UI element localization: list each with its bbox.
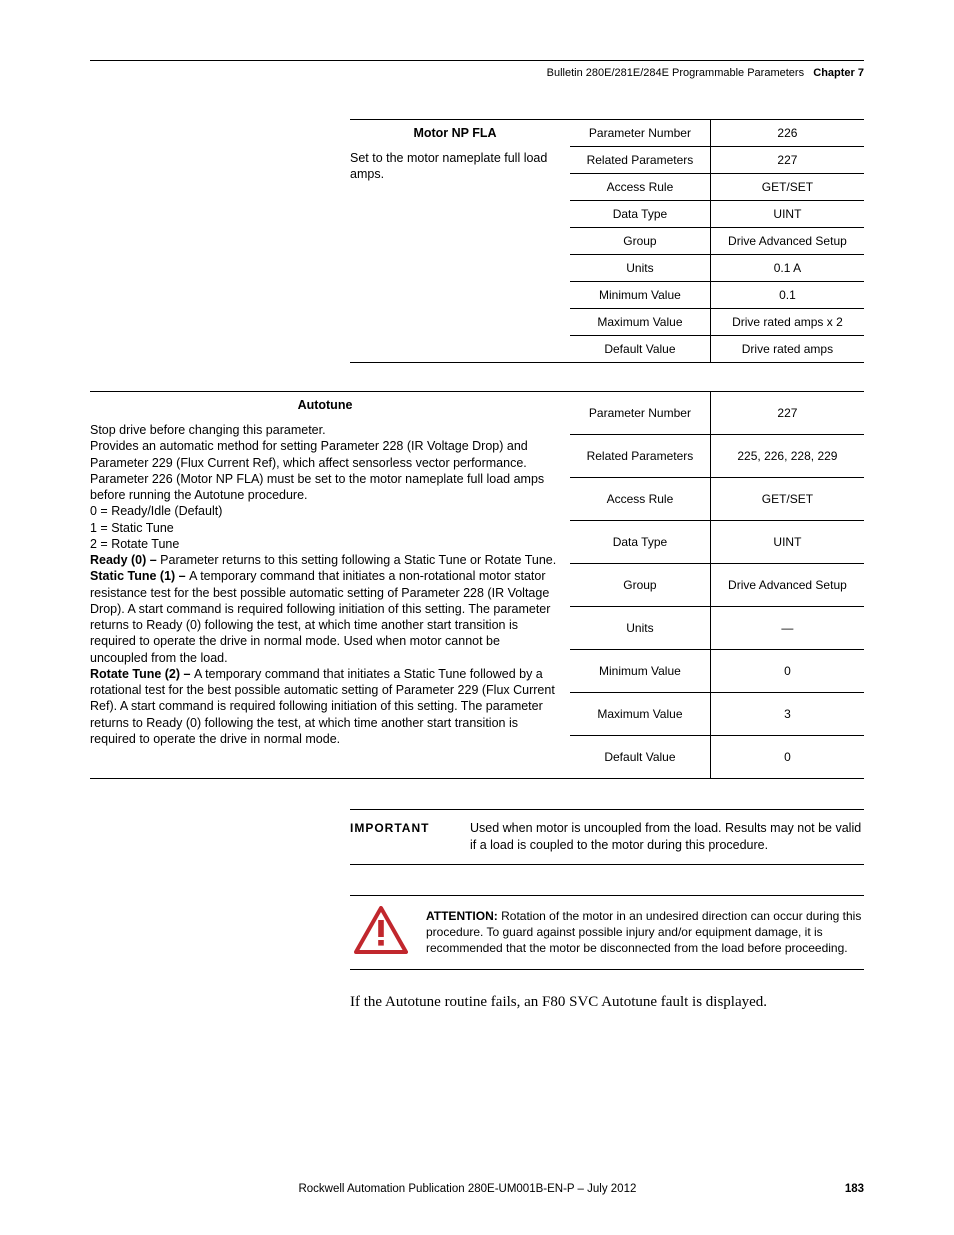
p2-l1: Stop drive before changing this paramete… <box>90 423 326 437</box>
table-row: Related Parameters225, 226, 228, 229 <box>570 435 864 478</box>
param-attr-label: Group <box>570 564 710 607</box>
param-attr-label: Minimum Value <box>570 282 710 309</box>
param-attr-label: Parameter Number <box>570 392 710 435</box>
param-attr-label: Units <box>570 255 710 282</box>
param1-table: Parameter Number226Related Parameters227… <box>570 119 864 363</box>
table-row: Maximum ValueDrive rated amps x 2 <box>570 309 864 336</box>
warning-triangle-icon <box>354 906 408 959</box>
table-row: Parameter Number227 <box>570 392 864 435</box>
p2-l4: 1 = Static Tune <box>90 521 174 535</box>
param-attr-value: GET/SET <box>710 478 864 521</box>
param-attr-label: Maximum Value <box>570 309 710 336</box>
param-attr-label: Related Parameters <box>570 435 710 478</box>
param-attr-value: 227 <box>710 147 864 174</box>
param-attr-value: 225, 226, 228, 229 <box>710 435 864 478</box>
p2-rotate-b: Rotate Tune (2) – <box>90 667 194 681</box>
param-attr-value: Drive rated amps x 2 <box>710 309 864 336</box>
table-row: Default ValueDrive rated amps <box>570 336 864 363</box>
param-attr-value: GET/SET <box>710 174 864 201</box>
param-attr-label: Default Value <box>570 336 710 363</box>
table-row: GroupDrive Advanced Setup <box>570 228 864 255</box>
table-row: Data TypeUINT <box>570 521 864 564</box>
table-row: GroupDrive Advanced Setup <box>570 564 864 607</box>
param-attr-label: Maximum Value <box>570 693 710 736</box>
param1-title: Motor NP FLA <box>350 120 560 140</box>
param-attr-value: — <box>710 607 864 650</box>
param-attr-label: Access Rule <box>570 174 710 201</box>
p2-l5: 2 = Rotate Tune <box>90 537 179 551</box>
p2-static-t: A temporary command that initiates a non… <box>90 569 550 664</box>
param2-tbody: Parameter Number227Related Parameters225… <box>570 392 864 779</box>
table-row: Related Parameters227 <box>570 147 864 174</box>
p2-ready-b: Ready (0) – <box>90 553 160 567</box>
param-attr-value: 3 <box>710 693 864 736</box>
param2-table: Parameter Number227Related Parameters225… <box>570 391 864 779</box>
param-attr-value: Drive rated amps <box>710 336 864 363</box>
page-header: Bulletin 280E/281E/284E Programmable Par… <box>90 67 864 79</box>
param2-title: Autotune <box>90 392 560 412</box>
param-attr-value: Drive Advanced Setup <box>710 564 864 607</box>
param-attr-label: Data Type <box>570 521 710 564</box>
attention-label: ATTENTION: <box>426 909 501 923</box>
header-breadcrumb: Bulletin 280E/281E/284E Programmable Par… <box>547 67 804 79</box>
param-attr-label: Minimum Value <box>570 650 710 693</box>
p2-static-b: Static Tune (1) – <box>90 569 189 583</box>
closing-text: If the Autotune routine fails, an F80 SV… <box>350 992 864 1013</box>
footer-publication: Rockwell Automation Publication 280E-UM0… <box>298 1183 636 1195</box>
table-row: Maximum Value3 <box>570 693 864 736</box>
table-row: Data TypeUINT <box>570 201 864 228</box>
table-row: Access RuleGET/SET <box>570 174 864 201</box>
param-attr-value: 226 <box>710 120 864 147</box>
header-rule <box>90 60 864 61</box>
param2-desc: Stop drive before changing this paramete… <box>90 422 560 747</box>
param-attr-label: Access Rule <box>570 478 710 521</box>
param-attr-label: Group <box>570 228 710 255</box>
param1-tbody: Parameter Number226Related Parameters227… <box>570 120 864 363</box>
param-attr-value: UINT <box>710 201 864 228</box>
param-attr-label: Related Parameters <box>570 147 710 174</box>
p2-l2: Provides an automatic method for setting… <box>90 439 544 502</box>
p2-l3: 0 = Ready/Idle (Default) <box>90 504 222 518</box>
param-attr-value: 0.1 <box>710 282 864 309</box>
param1-desc: Set to the motor nameplate full load amp… <box>350 150 560 183</box>
important-label: IMPORTANT <box>350 820 470 854</box>
param-block-autotune: Autotune Stop drive before changing this… <box>90 391 864 779</box>
table-row: Units0.1 A <box>570 255 864 282</box>
table-row: Access RuleGET/SET <box>570 478 864 521</box>
param-attr-value: 0 <box>710 650 864 693</box>
param-attr-label: Parameter Number <box>570 120 710 147</box>
param-attr-value: Drive Advanced Setup <box>710 228 864 255</box>
table-row: Units— <box>570 607 864 650</box>
p2-ready-t: Parameter returns to this setting follow… <box>160 553 556 567</box>
important-text: Used when motor is uncoupled from the lo… <box>470 820 864 854</box>
page-footer: Rockwell Automation Publication 280E-UM0… <box>90 1183 864 1195</box>
attention-callout: ATTENTION: Rotation of the motor in an u… <box>350 895 864 970</box>
param-attr-value: 227 <box>710 392 864 435</box>
param-attr-label: Default Value <box>570 736 710 779</box>
attention-text: ATTENTION: Rotation of the motor in an u… <box>426 908 864 957</box>
param-attr-label: Units <box>570 607 710 650</box>
param-attr-value: 0 <box>710 736 864 779</box>
param-attr-label: Data Type <box>570 201 710 228</box>
table-row: Parameter Number226 <box>570 120 864 147</box>
important-callout: IMPORTANT Used when motor is uncoupled f… <box>350 809 864 865</box>
param-block-motor-np-fla: Motor NP FLA Set to the motor nameplate … <box>350 119 864 363</box>
footer-page-number: 183 <box>845 1183 864 1195</box>
table-row: Minimum Value0.1 <box>570 282 864 309</box>
table-row: Minimum Value0 <box>570 650 864 693</box>
param-attr-value: UINT <box>710 521 864 564</box>
param-attr-value: 0.1 A <box>710 255 864 282</box>
table-row: Default Value0 <box>570 736 864 779</box>
header-chapter: Chapter 7 <box>813 67 864 79</box>
